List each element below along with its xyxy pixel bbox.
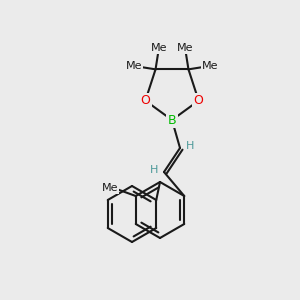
Text: Me: Me: [101, 183, 118, 193]
Text: O: O: [140, 94, 150, 107]
Text: Me: Me: [126, 61, 142, 71]
Text: Me: Me: [151, 43, 167, 53]
Text: Me: Me: [202, 61, 218, 71]
Text: Me: Me: [177, 43, 193, 53]
Text: B: B: [168, 113, 176, 127]
Text: H: H: [186, 141, 194, 151]
Text: H: H: [150, 165, 158, 175]
Text: O: O: [194, 94, 204, 107]
